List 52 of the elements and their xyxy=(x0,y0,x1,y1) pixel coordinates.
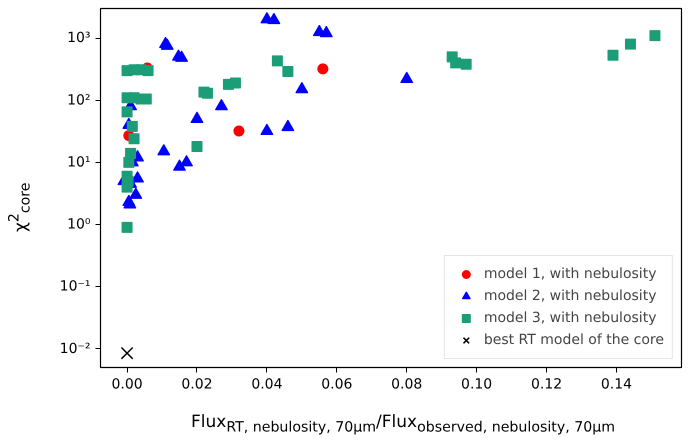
point xyxy=(129,187,142,199)
legend-label: model 3, with nebulosity xyxy=(484,310,656,326)
point xyxy=(122,182,133,193)
legend-label: model 1, with nebulosity xyxy=(484,266,656,282)
point xyxy=(157,144,170,156)
point xyxy=(122,106,133,118)
x-tick-label: 0.06 xyxy=(321,376,352,392)
point xyxy=(295,82,308,94)
legend-label: best RT model of the core xyxy=(484,332,664,348)
x-tick-label: 0.00 xyxy=(111,376,143,392)
point xyxy=(180,154,193,166)
point xyxy=(624,38,636,50)
point xyxy=(230,77,241,88)
y-tick-label: 10⁻¹ xyxy=(60,278,91,295)
point xyxy=(202,88,213,99)
point xyxy=(126,120,138,132)
legend-label: model 2, with nebulosity xyxy=(484,288,656,304)
x-tick-label: 0.10 xyxy=(461,376,492,392)
x-axis-title: Flux$_{RT, nebulosity, 70μm}$/Flux$_{observed, nebulosity, 70μm}$ xyxy=(190,411,616,438)
point xyxy=(123,156,134,168)
y-tick-label: 10¹ xyxy=(67,154,91,170)
point xyxy=(282,66,294,78)
point xyxy=(272,55,283,66)
point xyxy=(649,30,660,42)
point xyxy=(450,57,462,68)
x-tick-label: 0.14 xyxy=(600,376,632,392)
point xyxy=(173,159,186,171)
point xyxy=(128,133,140,144)
point xyxy=(191,141,202,152)
y-tick-label: 10⁰ xyxy=(67,216,91,233)
x-tick-label: 0.12 xyxy=(530,376,562,392)
x-tick-label: 0.04 xyxy=(251,376,283,392)
y-tick-label: 10³ xyxy=(67,30,91,46)
point xyxy=(142,65,154,76)
point xyxy=(267,12,280,24)
y-tick-label: 10⁻² xyxy=(60,340,91,357)
point xyxy=(175,50,188,62)
point xyxy=(260,124,274,135)
point xyxy=(233,126,244,137)
x-tick-label: 0.02 xyxy=(181,376,213,392)
point xyxy=(214,98,228,110)
point xyxy=(400,72,414,83)
point xyxy=(607,50,618,61)
x-tick-label: 0.08 xyxy=(391,376,422,392)
y-tick-label: 10² xyxy=(67,92,91,108)
point xyxy=(317,63,328,74)
point xyxy=(460,58,472,70)
point xyxy=(122,222,133,233)
point xyxy=(190,112,204,123)
point xyxy=(281,120,294,132)
point xyxy=(320,26,333,38)
point xyxy=(120,346,134,360)
